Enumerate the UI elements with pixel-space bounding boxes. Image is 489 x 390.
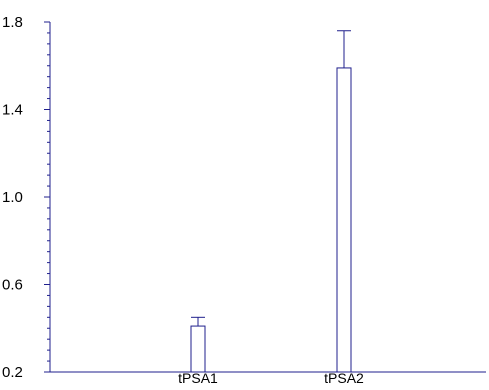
y-tick-label: 0.6 [2,277,23,294]
x-tick-label: tPSA1 [178,370,218,385]
bar-tPSA2 [336,67,352,373]
x-tick-label: tPSA2 [324,370,364,385]
y-tick-label: 0.2 [2,364,23,381]
bars-group [190,30,352,373]
y-tick-label: 1.4 [2,102,23,119]
y-axis-ticks: 0.2 0.6 1.0 1.4 1.8 [2,14,50,381]
y-tick-label: 1.0 [2,189,23,206]
x-axis-labels: tPSA1 tPSA2 [178,370,364,386]
bar-tPSA1 [190,325,206,373]
y-tick-label: 1.8 [2,14,23,31]
